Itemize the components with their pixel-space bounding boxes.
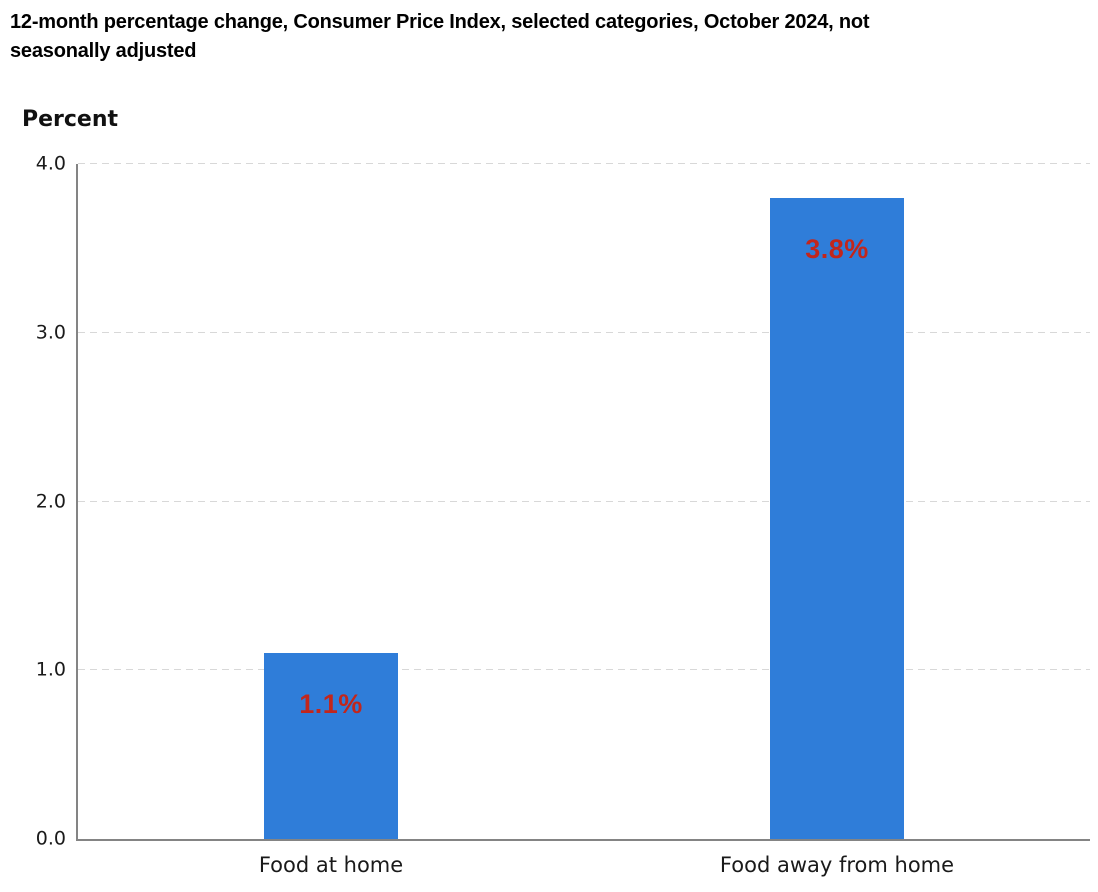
- gridline: [78, 331, 1090, 333]
- bar-value-label-food-away-from-home: 3.8%: [805, 233, 869, 264]
- y-tick-label: 3.0: [35, 321, 66, 344]
- y-tick-label: 0.0: [35, 827, 66, 850]
- x-category-label-food-at-home: Food at home: [258, 853, 404, 877]
- bar-food-away-from-home: 3.8%: [770, 197, 904, 839]
- gridline: [78, 163, 1090, 164]
- bar-food-at-home: 1.1%: [264, 653, 398, 839]
- y-tick-label: 4.0: [35, 152, 66, 175]
- y-tick-label: 1.0: [35, 658, 66, 681]
- y-axis-title: Percent: [22, 107, 119, 132]
- gridline: [78, 500, 1090, 502]
- bar-value-label-food-at-home: 1.1%: [299, 689, 363, 720]
- y-tick-label: 2.0: [35, 490, 66, 512]
- chart-title: 12-month percentage change, Consumer Pri…: [10, 11, 870, 62]
- x-category-label-food-away-from-home: Food away from home: [719, 853, 955, 877]
- plot-area: 0.0 1.0 2.0 3.0 4.0 1.1% 3.8% Food at home Foo…: [36, 154, 1090, 877]
- gridline: [78, 669, 1090, 671]
